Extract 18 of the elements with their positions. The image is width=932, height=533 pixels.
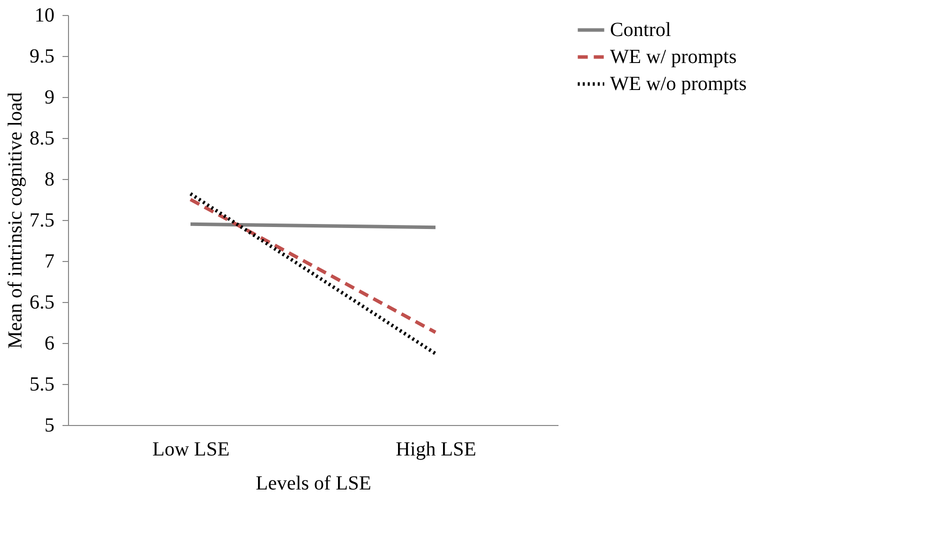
y-tick-label: 8.5 <box>30 128 54 150</box>
legend-label: WE w/ prompts <box>610 46 737 68</box>
y-tick-label: 9 <box>44 86 54 108</box>
y-tick-label: 9.5 <box>30 46 54 68</box>
y-tick-label: 7.5 <box>30 210 54 232</box>
x-axis-title: Levels of LSE <box>256 472 372 494</box>
y-tick-label: 5.5 <box>30 374 54 396</box>
y-tick-label: 6 <box>44 332 54 354</box>
legend-label: WE w/o prompts <box>610 73 747 95</box>
x-tick-label: Low LSE <box>152 438 230 460</box>
y-tick-label: 10 <box>34 4 54 26</box>
x-tick-label: High LSE <box>396 438 476 460</box>
legend-label: Control <box>610 19 672 41</box>
y-tick-label: 7 <box>44 250 54 272</box>
y-tick-label: 6.5 <box>30 292 54 314</box>
y-axis-title: Mean of intrinsic cognitive load <box>4 92 26 349</box>
y-tick-label: 8 <box>44 168 54 190</box>
y-tick-label: 5 <box>44 414 54 436</box>
